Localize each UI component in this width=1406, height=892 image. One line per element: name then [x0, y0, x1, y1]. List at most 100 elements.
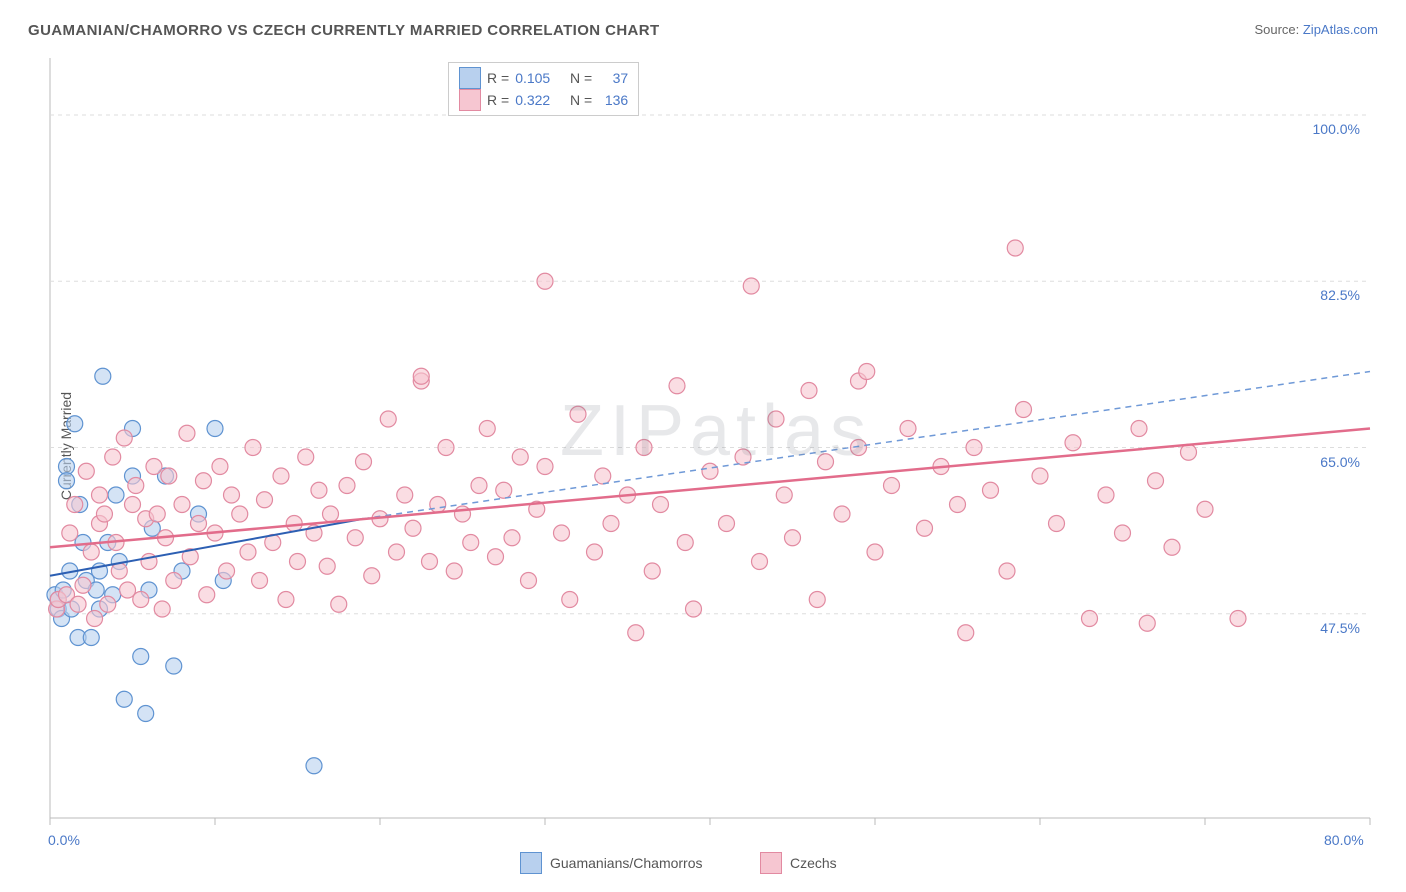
data-point-czech: [331, 596, 347, 612]
data-point-czech: [900, 421, 916, 437]
data-point-czech: [834, 506, 850, 522]
data-point-czech: [1115, 525, 1131, 541]
data-point-guam: [67, 416, 83, 432]
data-point-czech: [1230, 611, 1246, 627]
data-point-czech: [521, 573, 537, 589]
data-point-czech: [595, 468, 611, 484]
data-point-czech: [125, 497, 141, 513]
data-point-czech: [298, 449, 314, 465]
data-point-czech: [116, 430, 132, 446]
y-tick-label: 65.0%: [1300, 454, 1360, 470]
data-point-czech: [199, 587, 215, 603]
data-point-czech: [311, 482, 327, 498]
data-point-czech: [70, 596, 86, 612]
data-point-czech: [290, 554, 306, 570]
data-point-czech: [100, 596, 116, 612]
data-point-czech: [1049, 516, 1065, 532]
stats-row-guam: R = 0.105 N = 37: [459, 67, 628, 89]
data-point-czech: [801, 383, 817, 399]
data-point-czech: [537, 459, 553, 475]
data-point-czech: [347, 530, 363, 546]
data-point-czech: [851, 440, 867, 456]
data-point-czech: [224, 487, 240, 503]
data-point-czech: [809, 592, 825, 608]
y-tick-label: 82.5%: [1300, 287, 1360, 303]
data-point-czech: [83, 544, 99, 560]
data-point-czech: [867, 544, 883, 560]
data-point-czech: [488, 549, 504, 565]
data-point-czech: [504, 530, 520, 546]
correlation-stats-box: R = 0.105 N = 37R = 0.322 N = 136: [448, 62, 639, 116]
data-point-czech: [96, 506, 112, 522]
data-point-czech: [430, 497, 446, 513]
data-point-czech: [195, 473, 211, 489]
data-point-czech: [87, 611, 103, 627]
trend-extrapolation-guam: [364, 372, 1371, 519]
data-point-czech: [161, 468, 177, 484]
data-point-czech: [669, 378, 685, 394]
data-point-czech: [966, 440, 982, 456]
data-point-czech: [78, 463, 94, 479]
data-point-guam: [95, 368, 111, 384]
data-point-czech: [479, 421, 495, 437]
data-point-czech: [323, 506, 339, 522]
data-point-czech: [257, 492, 273, 508]
legend-swatch-guam: [520, 852, 542, 874]
data-point-guam: [207, 421, 223, 437]
data-point-czech: [1007, 240, 1023, 256]
data-point-guam: [108, 487, 124, 503]
data-point-czech: [75, 577, 91, 593]
data-point-czech: [587, 544, 603, 560]
x-tick-label: 0.0%: [48, 832, 80, 848]
data-point-czech: [286, 516, 302, 532]
data-point-czech: [917, 520, 933, 536]
data-point-czech: [149, 506, 165, 522]
data-point-czech: [1131, 421, 1147, 437]
data-point-czech: [1181, 444, 1197, 460]
data-point-czech: [154, 601, 170, 617]
data-point-czech: [554, 525, 570, 541]
data-point-czech: [859, 364, 875, 380]
data-point-czech: [413, 368, 429, 384]
data-point-czech: [983, 482, 999, 498]
legend-label: Czechs: [790, 855, 837, 871]
legend-swatch-czech: [760, 852, 782, 874]
data-point-czech: [719, 516, 735, 532]
data-point-czech: [405, 520, 421, 536]
data-point-czech: [92, 487, 108, 503]
data-point-czech: [212, 459, 228, 475]
data-point-czech: [958, 625, 974, 641]
data-point-czech: [677, 535, 693, 551]
data-point-guam: [59, 459, 75, 475]
data-point-czech: [339, 478, 355, 494]
legend-item-czech: Czechs: [760, 852, 837, 874]
data-point-czech: [232, 506, 248, 522]
data-point-czech: [105, 449, 121, 465]
data-point-czech: [743, 278, 759, 294]
data-point-czech: [356, 454, 372, 470]
data-point-czech: [219, 563, 235, 579]
data-point-czech: [397, 487, 413, 503]
data-point-czech: [111, 563, 127, 579]
legend-label: Guamanians/Chamorros: [550, 855, 703, 871]
data-point-czech: [273, 468, 289, 484]
y-tick-label: 100.0%: [1300, 121, 1360, 137]
data-point-czech: [1148, 473, 1164, 489]
data-point-guam: [59, 473, 75, 489]
data-point-guam: [306, 758, 322, 774]
data-point-czech: [471, 478, 487, 494]
data-point-czech: [319, 558, 335, 574]
data-point-czech: [1082, 611, 1098, 627]
data-point-czech: [653, 497, 669, 513]
data-point-czech: [278, 592, 294, 608]
data-point-czech: [67, 497, 83, 513]
data-point-czech: [128, 478, 144, 494]
data-point-czech: [1032, 468, 1048, 484]
data-point-czech: [752, 554, 768, 570]
data-point-guam: [138, 706, 154, 722]
data-point-czech: [62, 525, 78, 541]
data-point-czech: [240, 544, 256, 560]
data-point-czech: [512, 449, 528, 465]
data-point-czech: [146, 459, 162, 475]
data-point-czech: [999, 563, 1015, 579]
